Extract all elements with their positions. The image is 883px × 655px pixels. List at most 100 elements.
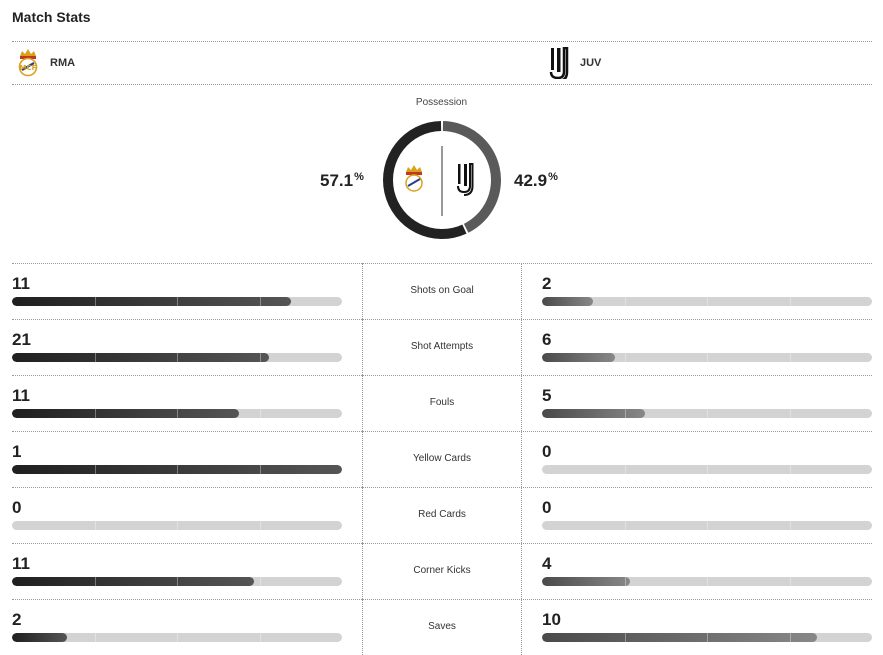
divider: [12, 375, 872, 376]
home-stat-value: 11: [12, 554, 30, 573]
home-stat-bar: [12, 465, 342, 474]
bar-tick: [789, 465, 791, 474]
away-stat-bar: [542, 297, 872, 306]
home-stat-value: 1: [12, 442, 22, 461]
home-stat-bar: [12, 633, 342, 642]
home-stat-bar-fill: [12, 353, 269, 362]
away-stat-value: 0: [542, 442, 552, 461]
bar-tick: [259, 409, 261, 418]
possession-donut-chart: [383, 121, 501, 239]
real-madrid-crest-icon: MCF: [18, 49, 38, 77]
away-stat-value: 10: [542, 610, 561, 629]
bar-tick: [177, 409, 178, 418]
bar-tick: [789, 353, 791, 362]
bar-tick: [707, 521, 708, 530]
stat-row: 1 Yellow Cards 0: [0, 431, 883, 487]
stat-row: 21 Shot Attempts 6: [0, 319, 883, 375]
column-divider: [362, 599, 363, 655]
stat-row: 0 Red Cards 0: [0, 487, 883, 543]
bar-tick: [259, 297, 261, 306]
home-stat-value: 21: [12, 330, 31, 349]
bar-tick: [94, 633, 96, 642]
column-divider: [362, 319, 363, 375]
away-stat-bar-fill: [542, 577, 630, 586]
divider: [12, 41, 872, 42]
away-stat-value: 6: [542, 330, 552, 349]
column-divider: [521, 543, 522, 599]
juventus-logo-icon: [549, 47, 569, 79]
column-divider: [521, 263, 522, 319]
home-team-name: RMA: [50, 57, 76, 69]
home-stat-bar: [12, 521, 342, 530]
bar-tick: [177, 521, 178, 530]
bar-tick: [624, 409, 626, 418]
bar-tick: [177, 465, 178, 474]
possession-label: Possession: [415, 97, 468, 108]
home-stat-bar: [12, 409, 342, 418]
stat-row: 11 Fouls 5: [0, 375, 883, 431]
bar-tick: [259, 521, 261, 530]
bar-tick: [94, 353, 96, 362]
bar-tick: [94, 409, 96, 418]
divider: [12, 487, 872, 488]
bar-tick: [259, 465, 261, 474]
away-stat-bar: [542, 633, 872, 642]
away-stat-bar: [542, 465, 872, 474]
home-stat-bar-fill: [12, 409, 239, 418]
divider: [12, 599, 872, 600]
away-stat-bar: [542, 353, 872, 362]
column-divider: [521, 431, 522, 487]
home-stat-bar: [12, 297, 342, 306]
real-madrid-crest-icon: [405, 165, 423, 192]
away-stat-bar-fill: [542, 633, 817, 642]
stat-row: 2 Saves 10: [0, 599, 883, 655]
stat-label: Red Cards: [418, 509, 466, 520]
bar-tick: [707, 577, 708, 586]
bar-tick: [707, 633, 708, 642]
bar-tick: [789, 633, 791, 642]
home-stat-bar-fill: [12, 633, 67, 642]
home-stat-bar-fill: [12, 465, 342, 474]
home-team[interactable]: MCF RMA: [16, 48, 75, 78]
bar-tick: [624, 465, 626, 474]
home-stat-value: 2: [12, 610, 22, 629]
away-stat-bar-fill: [542, 297, 593, 306]
bar-tick: [177, 297, 178, 306]
bar-tick: [624, 577, 626, 586]
home-stat-bar-fill: [12, 577, 254, 586]
stat-row: 11 Shots on Goal 2: [0, 263, 883, 319]
away-team[interactable]: JUV: [548, 47, 602, 79]
column-divider: [521, 375, 522, 431]
stat-label: Fouls: [429, 397, 455, 408]
bar-tick: [94, 297, 96, 306]
stats-table: 11 Shots on Goal 2 21 Shot Attempts 6 11 Fouls 5…: [0, 263, 883, 655]
away-team-name: JUV: [580, 57, 602, 69]
stat-label: Shots on Goal: [410, 285, 474, 296]
column-divider: [362, 487, 363, 543]
bar-tick: [707, 465, 708, 474]
away-possession-arc: [442, 121, 501, 233]
away-stat-bar: [542, 577, 872, 586]
away-possession-value: 42.9%: [514, 171, 558, 190]
divider: [12, 263, 872, 264]
divider: [12, 431, 872, 432]
divider: [12, 543, 872, 544]
bar-tick: [177, 577, 178, 586]
home-possession-value: 57.1%: [320, 171, 364, 190]
bar-tick: [94, 465, 96, 474]
bar-tick: [624, 297, 626, 306]
home-stat-value: 11: [12, 386, 30, 405]
svg-text:MCF: MCF: [20, 64, 37, 72]
column-divider: [521, 319, 522, 375]
bar-tick: [707, 353, 708, 362]
away-stat-bar-fill: [542, 409, 646, 418]
bar-tick: [789, 409, 791, 418]
bar-tick: [259, 577, 261, 586]
divider: [12, 84, 872, 85]
stat-row: 11 Corner Kicks 4: [0, 543, 883, 599]
juventus-logo-icon: [457, 163, 474, 196]
bar-tick: [177, 353, 178, 362]
away-stat-value: 2: [542, 274, 552, 293]
home-stat-value: 0: [12, 498, 22, 517]
bar-tick: [789, 577, 791, 586]
